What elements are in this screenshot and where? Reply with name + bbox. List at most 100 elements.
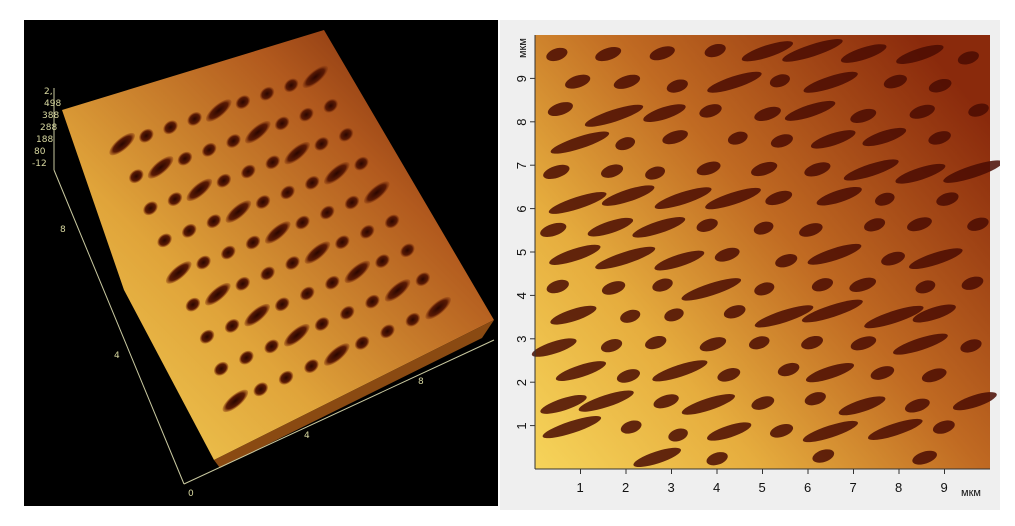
- z-label-2: 388: [42, 111, 59, 121]
- pit: [769, 74, 790, 88]
- pit: [811, 278, 834, 292]
- pit-3d: [274, 116, 290, 131]
- pit-3d: [304, 241, 331, 264]
- axis-left-tick-1: 4: [114, 351, 120, 361]
- pit: [633, 447, 682, 467]
- pit: [654, 250, 705, 271]
- pit: [584, 104, 644, 127]
- pit-3d: [295, 215, 310, 230]
- pit: [804, 392, 826, 406]
- axis-front-tick-2: 8: [418, 377, 424, 387]
- pit-3d: [335, 235, 350, 250]
- pit: [662, 130, 688, 145]
- pit: [754, 282, 775, 296]
- pit-3d: [375, 254, 390, 268]
- pit: [904, 398, 930, 413]
- x-tick-label: 7: [850, 480, 857, 495]
- pit: [668, 428, 688, 442]
- pit: [754, 106, 781, 122]
- pit: [550, 131, 610, 154]
- pit-3d: [405, 312, 421, 327]
- pit-3d: [299, 107, 314, 122]
- pit: [782, 39, 843, 62]
- pit: [727, 131, 748, 145]
- pit: [921, 368, 947, 383]
- pits-2d-group: [531, 39, 1000, 467]
- pit-3d: [304, 175, 320, 190]
- pit-3d: [224, 319, 240, 333]
- y-tick-label: 4: [514, 292, 529, 299]
- pit: [704, 43, 726, 58]
- pit: [909, 104, 935, 119]
- z-label-5: 80: [34, 147, 46, 157]
- pit-3d: [129, 169, 144, 184]
- pit: [595, 246, 656, 270]
- pit: [928, 78, 952, 93]
- x-tick-label: 4: [713, 480, 720, 495]
- pit: [699, 337, 727, 352]
- axis-left: [53, 169, 185, 485]
- pit: [960, 339, 982, 353]
- pit: [696, 161, 721, 176]
- pit-3d: [235, 276, 250, 291]
- pit: [717, 368, 741, 382]
- pit-3d: [323, 98, 338, 113]
- pit: [565, 74, 591, 89]
- afm-2d-svg: 1 2 3 4 5 6 7 8 9 1 2 3 4 5 6 7 8 9 мкм мкм: [514, 35, 1000, 499]
- pit: [784, 100, 836, 121]
- pit: [666, 79, 688, 93]
- pit-3d: [283, 323, 310, 347]
- pit-3d: [205, 99, 232, 122]
- pit-3d: [400, 243, 415, 258]
- pit: [548, 191, 607, 214]
- pit: [707, 71, 762, 93]
- pit-3d: [244, 120, 271, 144]
- pit: [546, 279, 569, 294]
- pit: [696, 218, 718, 232]
- pit: [543, 164, 570, 180]
- x-tick-label: 1: [577, 480, 584, 495]
- y-tick-label: 6: [514, 205, 529, 212]
- pit-3d: [186, 178, 213, 202]
- z-label-6: -12: [32, 159, 47, 169]
- pit-3d: [415, 272, 431, 287]
- pit: [765, 190, 793, 206]
- pit: [531, 338, 577, 357]
- pit: [909, 248, 963, 270]
- pit-3d: [338, 127, 354, 142]
- pit-3d: [344, 195, 360, 210]
- pit-3d: [384, 279, 411, 302]
- y-tick-label: 7: [514, 162, 529, 169]
- x-tick-label: 2: [622, 480, 629, 495]
- y-tick-label: 8: [514, 119, 529, 126]
- pit: [587, 217, 634, 237]
- pit: [775, 254, 798, 268]
- pit: [838, 396, 886, 416]
- pit: [754, 305, 814, 328]
- pit-3d: [222, 389, 249, 413]
- pit: [804, 162, 831, 177]
- pit: [751, 396, 775, 410]
- pit-3d: [314, 317, 330, 331]
- pit: [542, 416, 602, 439]
- pit: [862, 127, 907, 147]
- pit-3d: [201, 142, 217, 157]
- pit: [850, 336, 877, 351]
- pit-3d: [425, 296, 451, 320]
- pit: [770, 423, 794, 438]
- pit: [699, 104, 722, 118]
- pit-3d: [213, 361, 229, 376]
- pit-3d: [302, 65, 329, 89]
- pit: [632, 217, 686, 238]
- pit-3d: [264, 339, 279, 354]
- pit: [649, 46, 675, 61]
- pit-3d: [163, 120, 178, 135]
- pit-3d: [363, 181, 390, 204]
- pit: [881, 251, 905, 266]
- pit: [652, 360, 708, 382]
- pit: [643, 104, 686, 123]
- pit-3d: [354, 336, 370, 350]
- pit: [749, 336, 770, 350]
- pit-3d: [260, 266, 275, 281]
- pit-3d: [185, 297, 201, 312]
